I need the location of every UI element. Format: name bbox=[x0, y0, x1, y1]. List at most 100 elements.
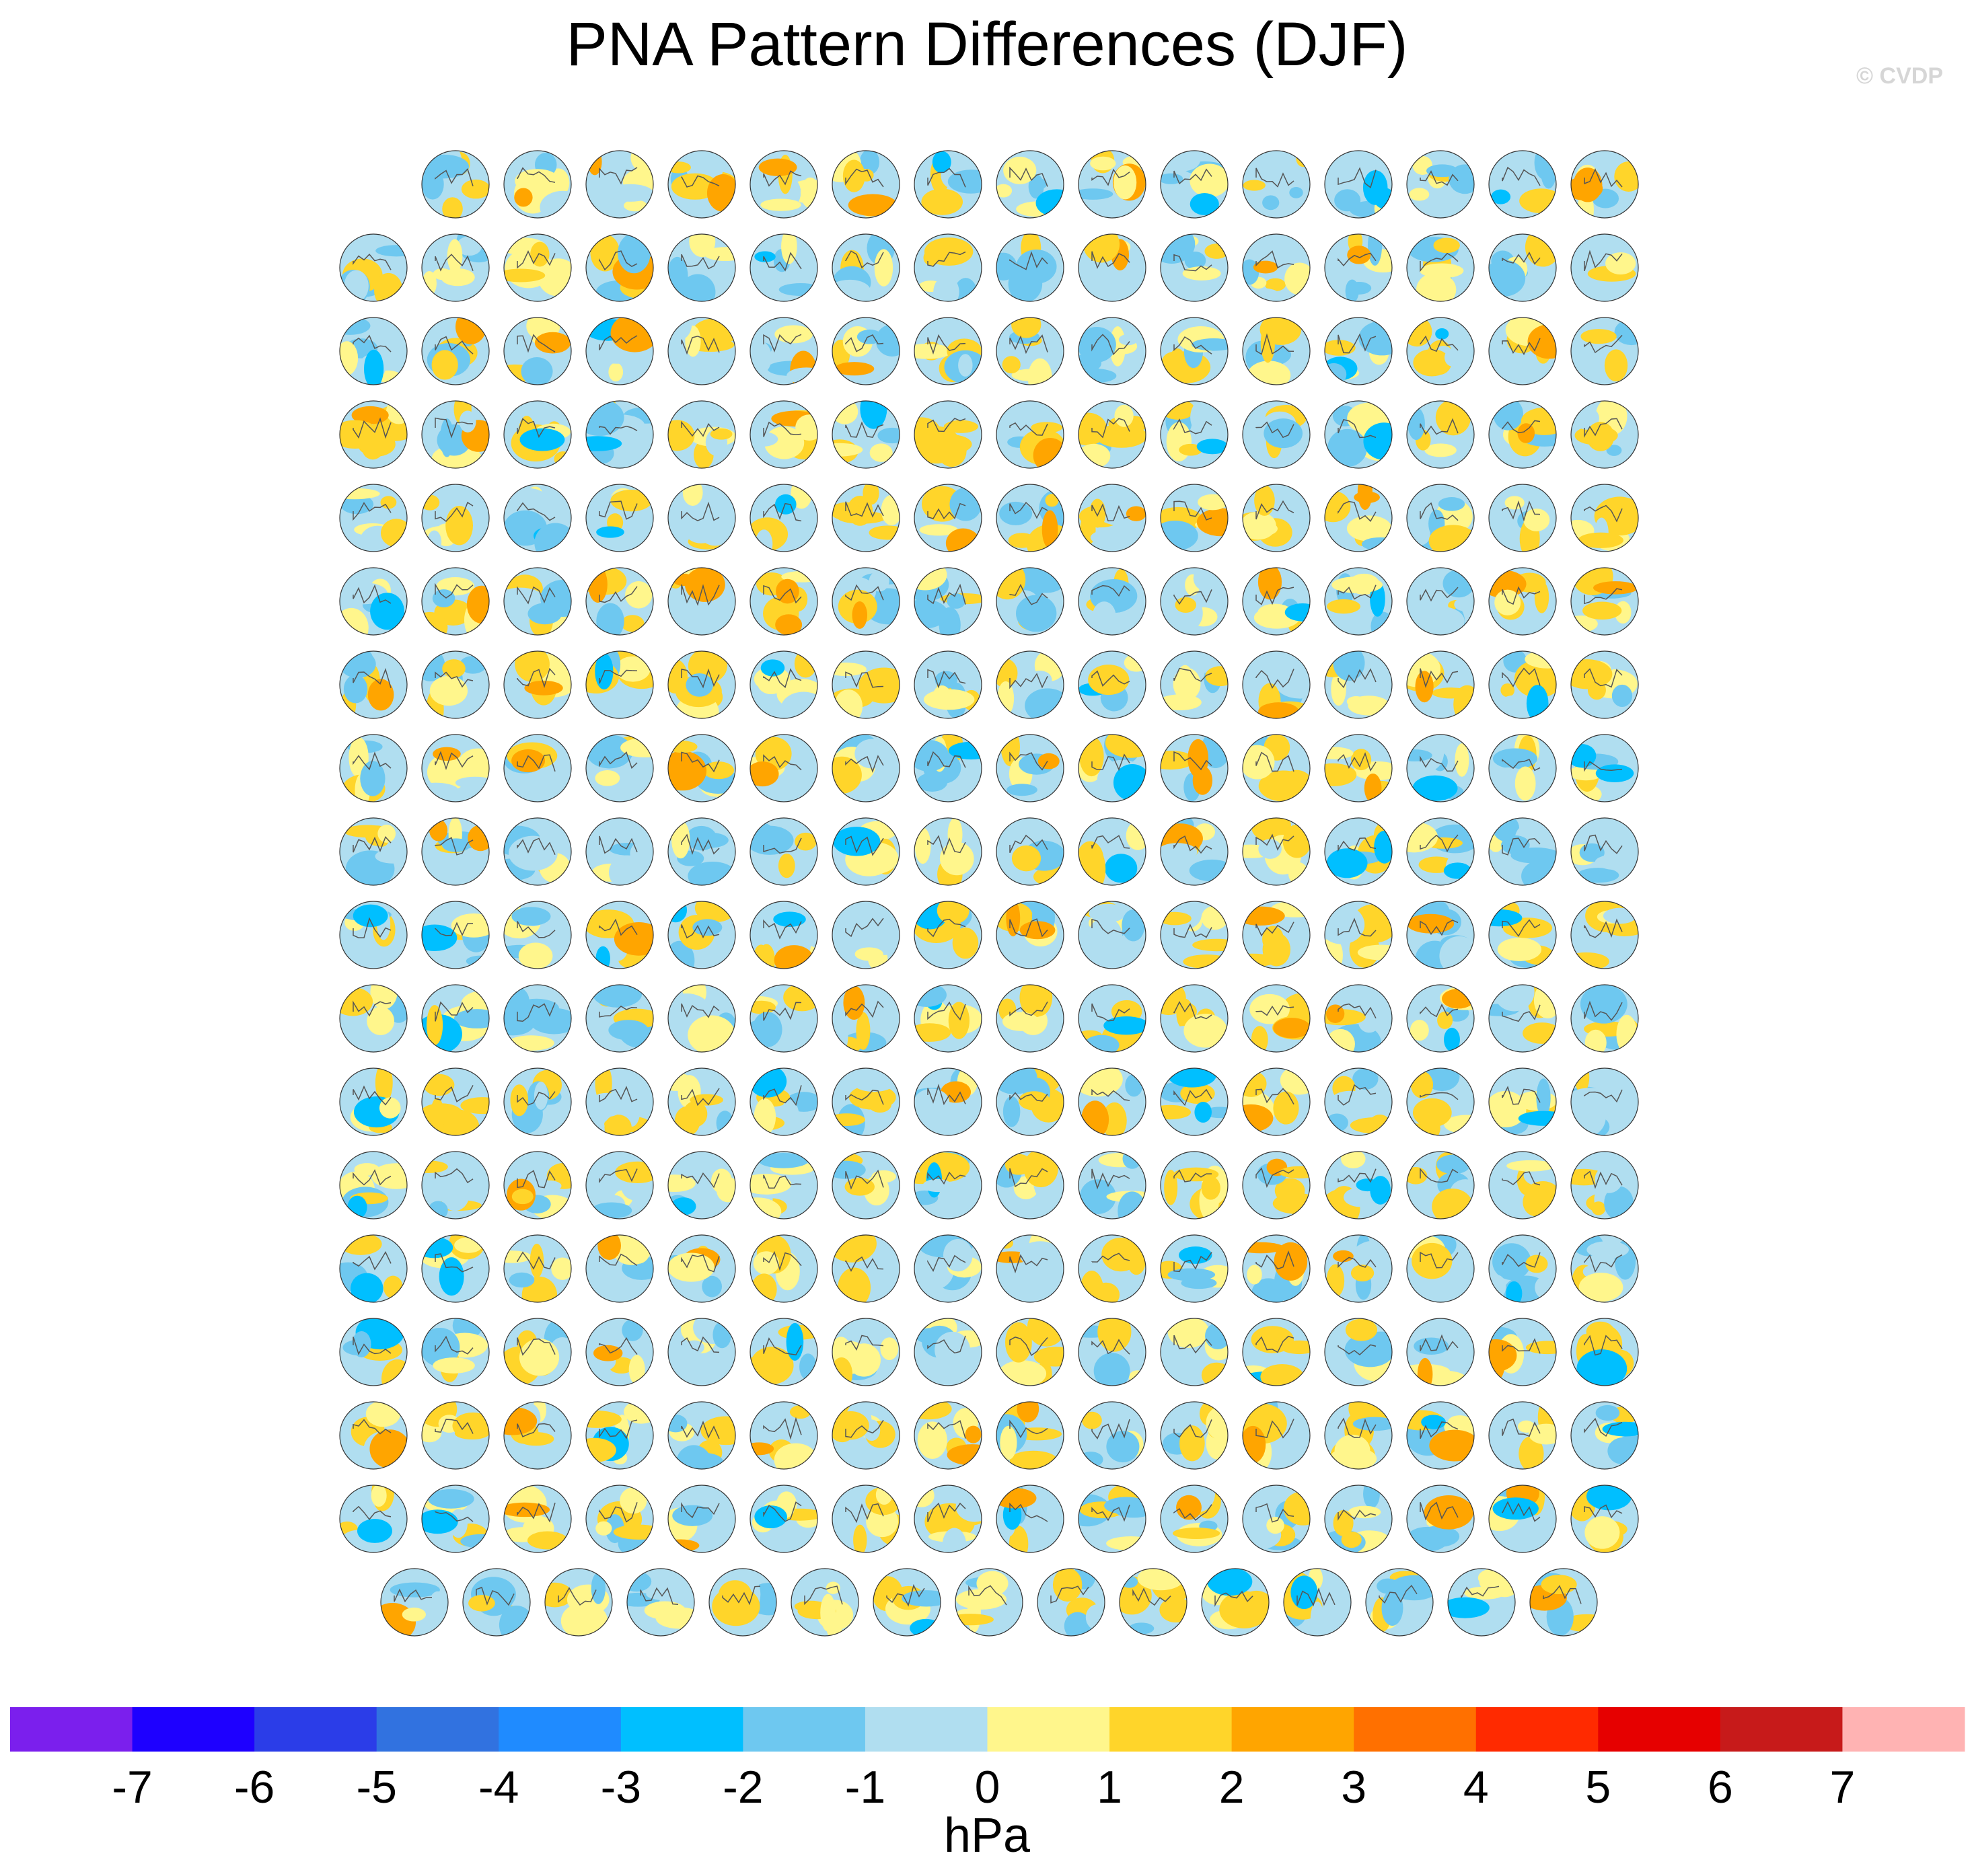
panel-125 bbox=[1406, 734, 1475, 802]
panel-78 bbox=[1488, 484, 1557, 552]
panel-61 bbox=[1406, 400, 1475, 469]
panel-266 bbox=[1160, 1485, 1229, 1553]
panel-195 bbox=[585, 1151, 654, 1220]
colorbar-swatch-9 bbox=[987, 1707, 1110, 1752]
colorbar-swatch-12 bbox=[1354, 1707, 1477, 1752]
panel-238 bbox=[1488, 1318, 1557, 1386]
panel-119 bbox=[914, 734, 982, 802]
colorbar-tick-label: 3 bbox=[1341, 1762, 1366, 1813]
panel-254 bbox=[1488, 1401, 1557, 1470]
panel-262 bbox=[832, 1485, 900, 1553]
panel-245 bbox=[750, 1401, 818, 1470]
panel-32 bbox=[339, 317, 408, 385]
colorbar-tick-label: 4 bbox=[1463, 1762, 1489, 1813]
panel-60 bbox=[1324, 400, 1393, 469]
panel-217 bbox=[1078, 1234, 1146, 1303]
panel-176 bbox=[339, 1067, 408, 1136]
panel-201 bbox=[1078, 1151, 1146, 1220]
panel-16 bbox=[339, 233, 408, 302]
panel-277 bbox=[791, 1568, 859, 1637]
panel-133 bbox=[750, 817, 818, 886]
panel-265 bbox=[1078, 1485, 1146, 1553]
panel-191 bbox=[1570, 1067, 1639, 1136]
panel-259 bbox=[585, 1485, 654, 1553]
panel-242 bbox=[503, 1401, 572, 1470]
panel-173 bbox=[1406, 984, 1475, 1053]
panel-120 bbox=[996, 734, 1064, 802]
panel-252 bbox=[1324, 1401, 1393, 1470]
colorbar-swatch-3 bbox=[254, 1707, 377, 1752]
panel-17 bbox=[421, 233, 490, 302]
panel-152 bbox=[996, 901, 1064, 969]
panel-55 bbox=[914, 400, 982, 469]
panel-151 bbox=[914, 901, 982, 969]
colorbar-tick-label: 6 bbox=[1708, 1762, 1733, 1813]
panel-193 bbox=[421, 1151, 490, 1220]
panel-42 bbox=[1160, 317, 1229, 385]
panel-198 bbox=[832, 1151, 900, 1220]
panel-127 bbox=[1570, 734, 1639, 802]
panel-126 bbox=[1488, 734, 1557, 802]
panel-50 bbox=[503, 400, 572, 469]
panel-233 bbox=[1078, 1318, 1146, 1386]
panel-136 bbox=[996, 817, 1064, 886]
colorbar-units-label: hPa bbox=[943, 1809, 1031, 1863]
panel-37 bbox=[750, 317, 818, 385]
panel-227 bbox=[585, 1318, 654, 1386]
panel-63 bbox=[1570, 400, 1639, 469]
panel-182 bbox=[832, 1067, 900, 1136]
panel-223 bbox=[1570, 1234, 1639, 1303]
panel-177 bbox=[421, 1067, 490, 1136]
panel-87 bbox=[914, 567, 982, 636]
panel-11 bbox=[1242, 150, 1311, 219]
panel-109 bbox=[1406, 650, 1475, 719]
panel-196 bbox=[667, 1151, 736, 1220]
cvdp-watermark: © CVDP bbox=[1856, 63, 1943, 89]
panel-162 bbox=[503, 984, 572, 1053]
panel-75 bbox=[1242, 484, 1311, 552]
panel-59 bbox=[1242, 400, 1311, 469]
panel-6 bbox=[832, 150, 900, 219]
panel-232 bbox=[996, 1318, 1064, 1386]
panel-95 bbox=[1570, 567, 1639, 636]
panel-212 bbox=[667, 1234, 736, 1303]
colorbar: -7 -6 -5 -4 -3 -2 -1 0 1 2 3 4 5 6 7 bbox=[10, 1707, 1965, 1813]
panel-249 bbox=[1078, 1401, 1146, 1470]
panel-25 bbox=[1078, 233, 1146, 302]
panel-94 bbox=[1488, 567, 1557, 636]
panel-237 bbox=[1406, 1318, 1475, 1386]
panel-111 bbox=[1570, 650, 1639, 719]
panel-18 bbox=[503, 233, 572, 302]
panel-207 bbox=[1570, 1151, 1639, 1220]
panel-186 bbox=[1160, 1067, 1229, 1136]
panel-276 bbox=[708, 1568, 777, 1637]
panel-153 bbox=[1078, 901, 1146, 969]
panel-253 bbox=[1406, 1401, 1475, 1470]
panel-230 bbox=[832, 1318, 900, 1386]
panel-79 bbox=[1570, 484, 1639, 552]
panel-115 bbox=[585, 734, 654, 802]
panel-112 bbox=[339, 734, 408, 802]
panel-58 bbox=[1160, 400, 1229, 469]
panel-116 bbox=[667, 734, 736, 802]
panel-118 bbox=[832, 734, 900, 802]
panel-122 bbox=[1160, 734, 1229, 802]
panel-222 bbox=[1488, 1234, 1557, 1303]
colorbar-swatch-4 bbox=[376, 1707, 499, 1752]
panel-103 bbox=[914, 650, 982, 719]
panel-123 bbox=[1242, 734, 1311, 802]
panel-234 bbox=[1160, 1318, 1229, 1386]
panel-141 bbox=[1406, 817, 1475, 886]
panel-3 bbox=[585, 150, 654, 219]
colorbar-swatch-10 bbox=[1109, 1707, 1233, 1752]
panel-225 bbox=[421, 1318, 490, 1386]
panel-90 bbox=[1160, 567, 1229, 636]
colorbar-tick-label: 0 bbox=[975, 1762, 1000, 1813]
panel-157 bbox=[1406, 901, 1475, 969]
panel-206 bbox=[1488, 1151, 1557, 1220]
panel-194 bbox=[503, 1151, 572, 1220]
panel-105 bbox=[1078, 650, 1146, 719]
panel-92 bbox=[1324, 567, 1393, 636]
panel-134 bbox=[832, 817, 900, 886]
panel-100 bbox=[667, 650, 736, 719]
